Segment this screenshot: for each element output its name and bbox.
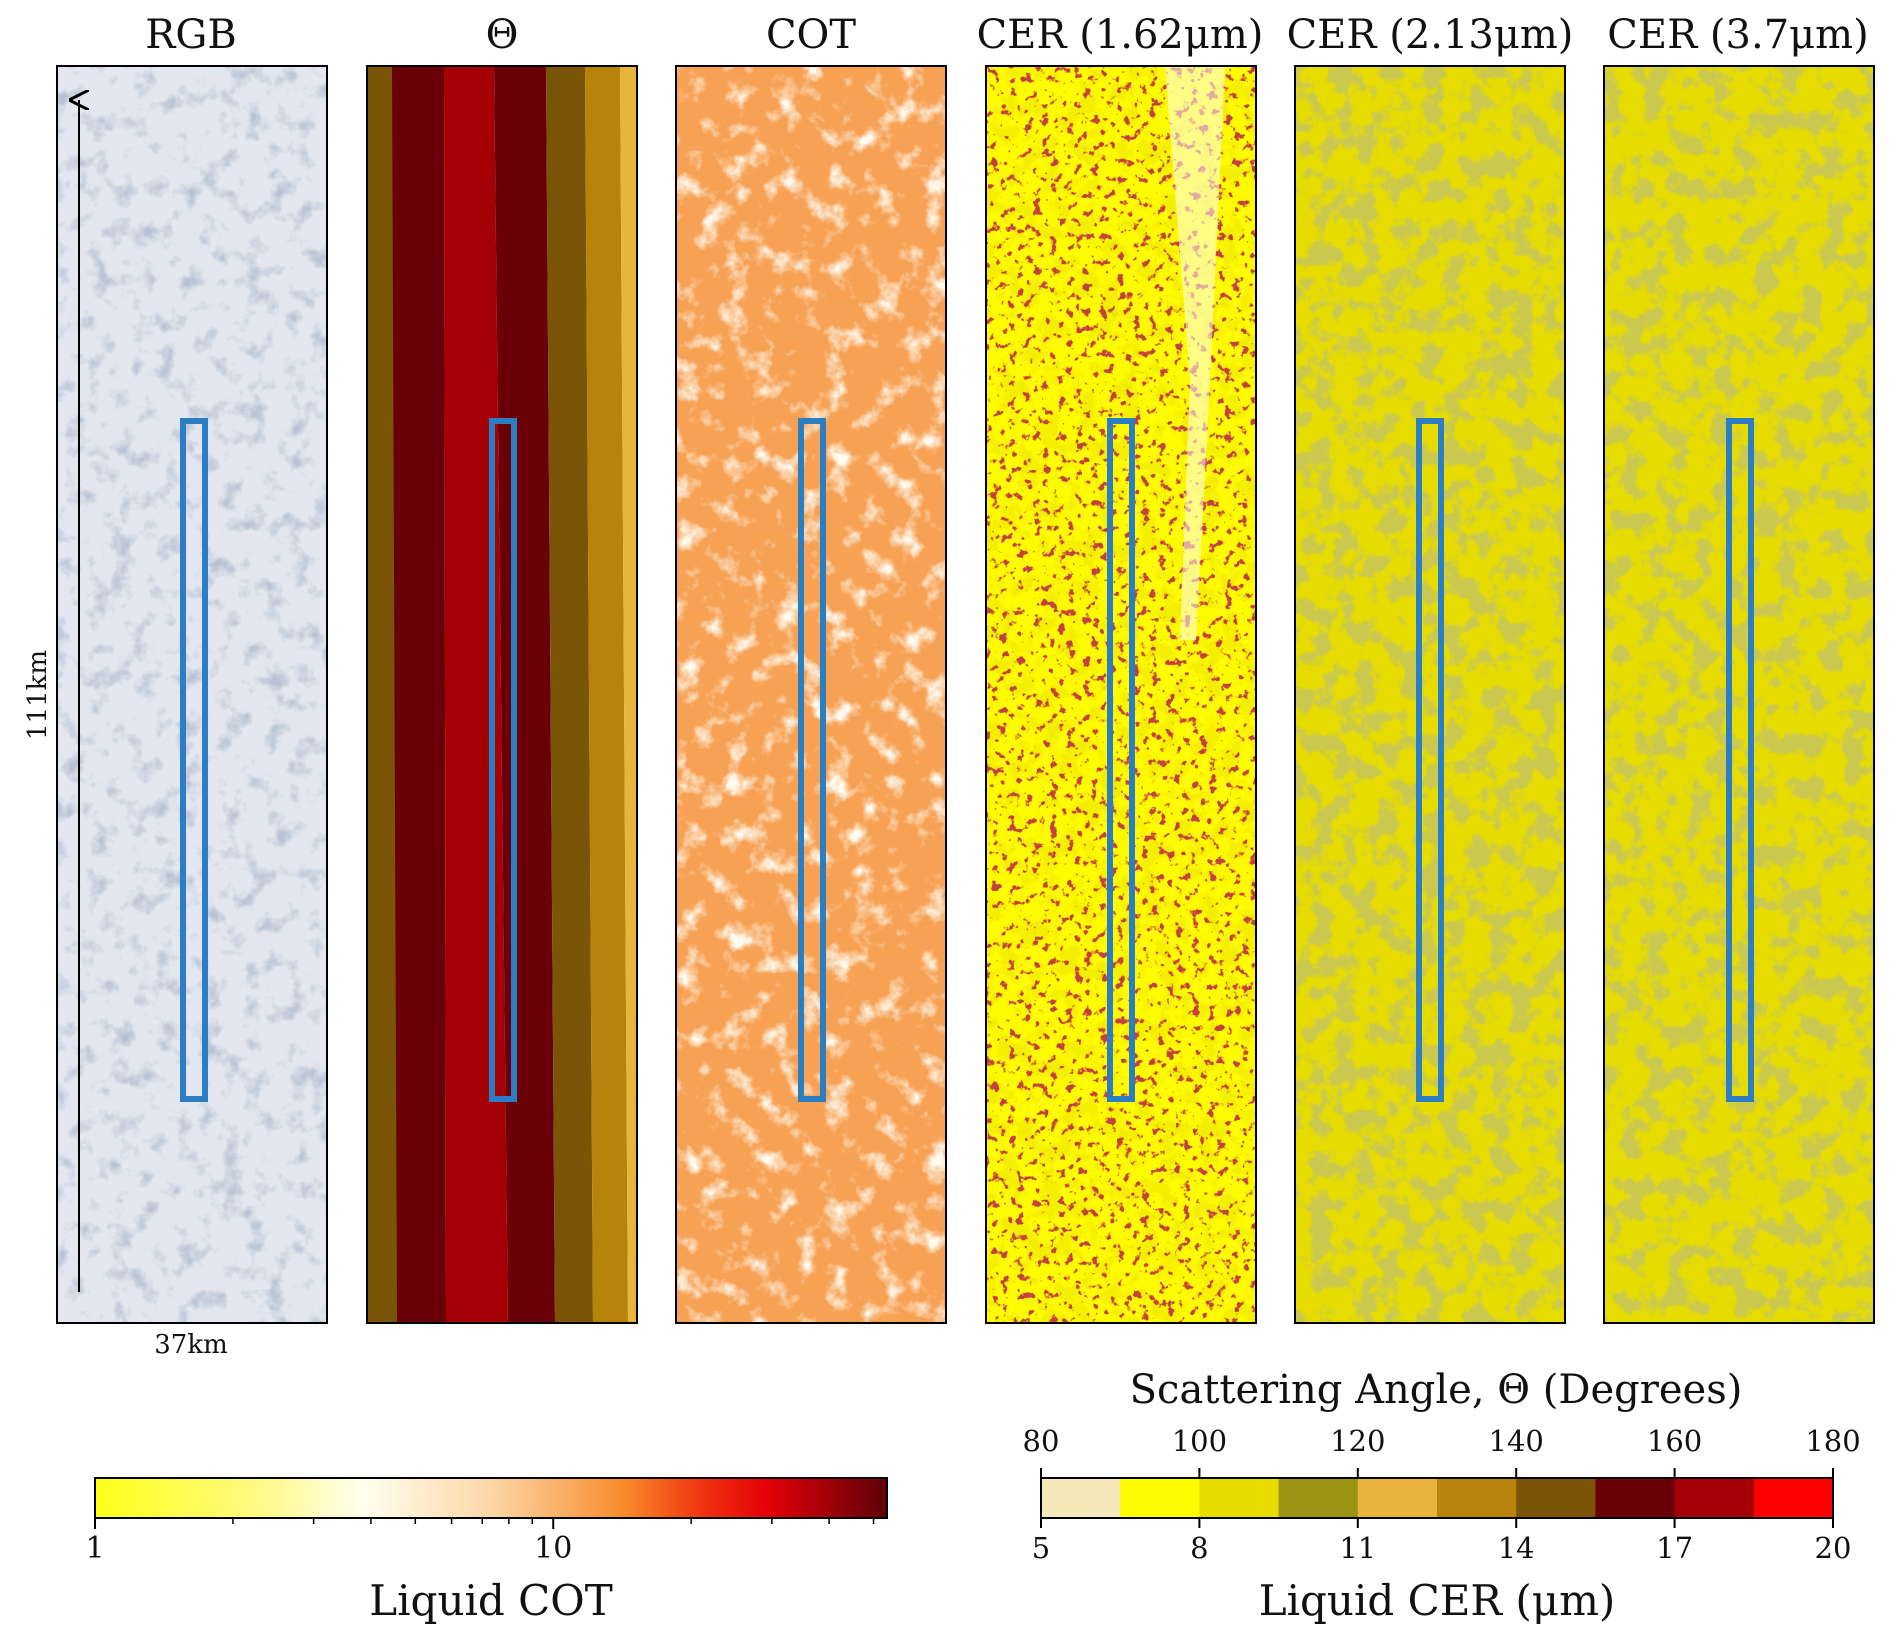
- cer-top-tick-label: 100: [1172, 1424, 1227, 1458]
- cer-37-image-texture: [1604, 66, 1874, 1323]
- cer-162-panel: [985, 65, 1257, 1324]
- cer-37-panel: [1603, 65, 1875, 1324]
- theta-panel-frame: [366, 65, 638, 1324]
- cer-213-image-texture: [1295, 66, 1565, 1323]
- cer-top-tick-label: 160: [1647, 1424, 1702, 1458]
- rgb-panel: [56, 65, 328, 1324]
- cer-colorbar: Scattering Angle, Θ (Degrees) 80 100 120 14…: [1023, 1367, 1861, 1625]
- cer-colorbar-cell: [1278, 1478, 1359, 1518]
- cer-colorbar-cell: [1516, 1478, 1596, 1518]
- cer-top-tick-label: 80: [1023, 1424, 1060, 1458]
- cer-colorbar-cell: [1595, 1478, 1676, 1518]
- cer-colorbar-bottom-label: Liquid CER (μm): [1259, 1576, 1616, 1625]
- panel-title-rgb: RGB: [145, 12, 236, 58]
- horizontal-scale-label: 37km: [154, 1330, 228, 1360]
- highlight-box: [180, 418, 208, 1102]
- cer-162-panel-frame: [985, 65, 1257, 1324]
- cer-top-tick-label: 120: [1330, 1424, 1385, 1458]
- rgb-image-texture: [57, 66, 327, 1323]
- cer-162-bright-streak: [1165, 66, 1225, 640]
- highlight-box: [798, 418, 826, 1102]
- cer-213-panel: [1294, 65, 1566, 1324]
- theta-band: [546, 66, 593, 1323]
- cer-bottom-tick-label: 17: [1656, 1531, 1693, 1565]
- cot-image-texture: [676, 66, 946, 1323]
- cer-colorbar-cell: [1357, 1478, 1438, 1518]
- cer-213-panel-frame: [1294, 65, 1566, 1324]
- panel-title-theta: Θ: [486, 12, 519, 58]
- cot-colorbar: 1 10 Liquid COT: [85, 1477, 888, 1625]
- cot-colorbar-ticks: 1 10: [85, 1518, 875, 1566]
- theta-band: [392, 66, 446, 1323]
- cer-bottom-tick-label: 14: [1498, 1531, 1535, 1565]
- theta-panel: [366, 65, 638, 1324]
- cer-colorbar-cell: [1199, 1478, 1280, 1518]
- cer-37-panel-frame: [1603, 65, 1875, 1324]
- cot-colorbar-label: Liquid COT: [369, 1576, 613, 1625]
- theta-band: [494, 66, 555, 1323]
- panel-title-cer-162: CER (1.62μm): [977, 12, 1264, 58]
- cer-top-tick-label: 140: [1489, 1424, 1544, 1458]
- highlight-box: [1416, 418, 1444, 1102]
- theta-band: [585, 66, 628, 1323]
- theta-band: [367, 66, 397, 1323]
- cer-colorbar-cells: [1041, 1478, 1834, 1518]
- cer-colorbar-frame: [1040, 1477, 1834, 1519]
- cer-colorbar-ticks: 80 100 120 140 160 180 5 8 11 14 17 20: [1023, 1424, 1861, 1565]
- cer-bottom-tick-label: 8: [1190, 1531, 1208, 1565]
- cot-panel-frame: [675, 65, 947, 1324]
- cot-tick-label: 10: [534, 1531, 572, 1566]
- cer-colorbar-cell: [1437, 1478, 1517, 1518]
- cer-bottom-tick-label: 5: [1032, 1531, 1050, 1565]
- cer-colorbar-top-label: Scattering Angle, Θ (Degrees): [1130, 1367, 1743, 1413]
- theta-band: [620, 66, 637, 1323]
- rgb-panel-frame: [56, 65, 328, 1324]
- panel-title-cer-37: CER (3.7μm): [1607, 12, 1868, 58]
- vertical-scale-label: 111km: [23, 650, 53, 740]
- cer-bottom-tick-label: 11: [1339, 1531, 1376, 1565]
- cer-top-tick-label: 180: [1805, 1424, 1860, 1458]
- cer-bottom-tick-label: 20: [1815, 1531, 1852, 1565]
- panel-title-cot: COT: [766, 12, 856, 58]
- cot-panel: [675, 65, 947, 1324]
- cer-colorbar-cell: [1120, 1478, 1200, 1518]
- highlight-box: [489, 418, 517, 1102]
- cer-colorbar-cell: [1674, 1478, 1755, 1518]
- highlight-box: [1726, 418, 1754, 1102]
- cer-colorbar-cell: [1041, 1478, 1121, 1518]
- cot-colorbar-gradient: [94, 1477, 888, 1519]
- panel-title-cer-213: CER (2.13μm): [1287, 12, 1574, 58]
- cer-colorbar-cell: [1753, 1478, 1834, 1518]
- highlight-box: [1107, 418, 1135, 1102]
- cot-tick-label: 1: [85, 1531, 104, 1566]
